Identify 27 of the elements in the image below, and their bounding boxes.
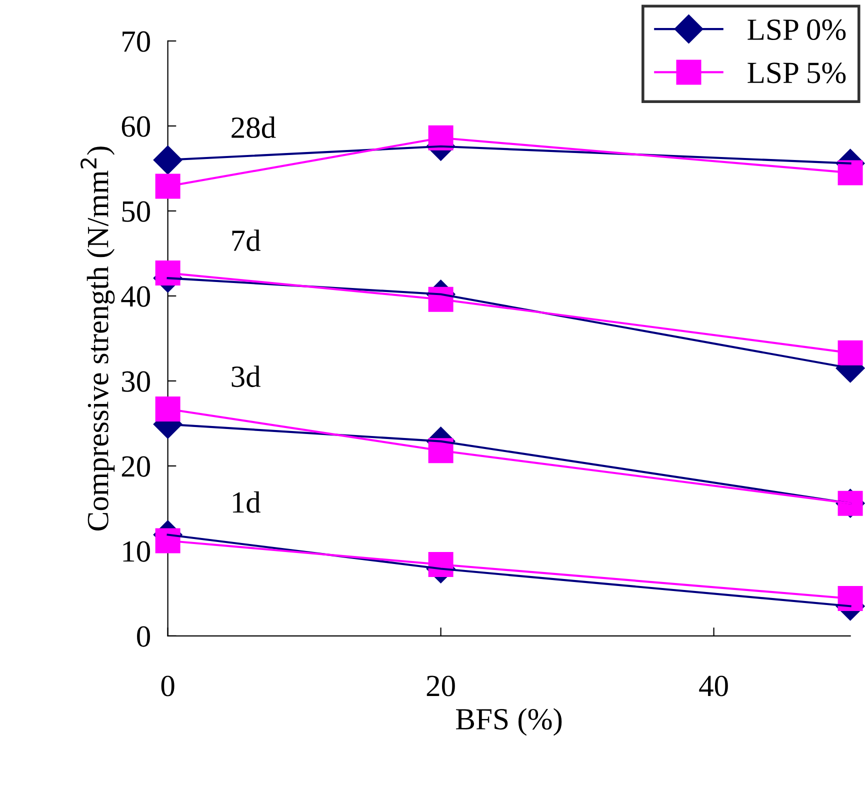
- legend-label: LSP 0%: [748, 19, 846, 40]
- point: [155, 174, 180, 199]
- annotation: 7d: [232, 230, 260, 252]
- point: [153, 146, 182, 174]
- point: [838, 160, 863, 186]
- annotation: 3d: [232, 366, 260, 388]
- point: [838, 340, 863, 366]
- x-tick-label: 40: [699, 676, 728, 696]
- x-tick-label: 0: [161, 676, 174, 696]
- annotation: 28d: [232, 116, 276, 138]
- y-tick-label: 70: [122, 31, 150, 52]
- y-tick-label: 40: [121, 286, 150, 307]
- y-tick-label: 10: [123, 541, 150, 562]
- x-axis-title: BFS (%): [456, 708, 562, 736]
- y-tick-label: 30: [122, 371, 150, 392]
- point: [155, 528, 180, 554]
- point: [838, 586, 863, 612]
- point: [155, 396, 180, 422]
- y-tick-label: 20: [122, 456, 150, 477]
- y-tick-label: 50: [122, 201, 150, 222]
- annotation: 1d: [233, 491, 260, 513]
- y-axis-title: Compressive strength (N/mm$^{2}$): [80, 146, 115, 530]
- x-tick-label: 20: [426, 676, 455, 696]
- point: [155, 260, 180, 286]
- y-tick-label: 0: [137, 626, 150, 647]
- legend-label: LSP 5%: [748, 62, 846, 84]
- y-tick-label: 60: [122, 116, 150, 137]
